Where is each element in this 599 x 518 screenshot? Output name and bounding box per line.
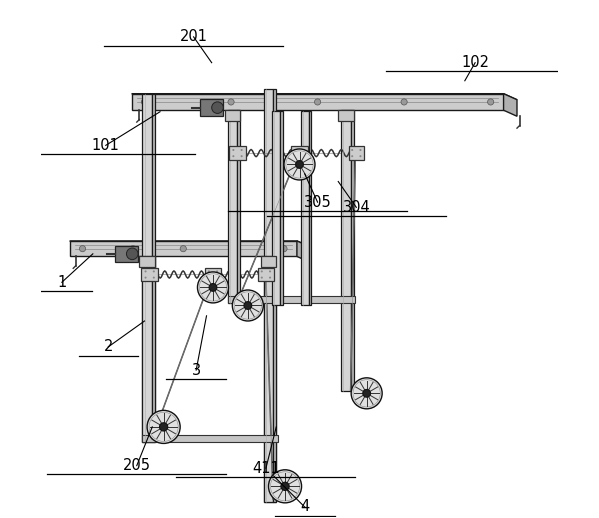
- Bar: [140, 256, 155, 267]
- Circle shape: [302, 149, 305, 151]
- Polygon shape: [132, 94, 504, 110]
- Bar: [291, 147, 308, 160]
- Bar: [205, 268, 221, 281]
- Circle shape: [216, 277, 218, 279]
- Circle shape: [488, 99, 494, 105]
- Bar: [152, 256, 155, 442]
- Text: 201: 201: [180, 30, 208, 45]
- Bar: [115, 246, 138, 262]
- Circle shape: [208, 270, 210, 272]
- Circle shape: [281, 246, 287, 252]
- Text: 3: 3: [192, 363, 201, 378]
- Circle shape: [147, 410, 180, 443]
- Circle shape: [126, 248, 138, 260]
- Circle shape: [296, 161, 303, 168]
- Circle shape: [359, 149, 361, 151]
- Circle shape: [130, 246, 136, 252]
- Circle shape: [268, 470, 301, 503]
- Circle shape: [244, 301, 252, 309]
- Circle shape: [363, 390, 371, 397]
- Polygon shape: [132, 94, 517, 100]
- Circle shape: [159, 423, 168, 431]
- Text: 4: 4: [300, 499, 309, 514]
- Circle shape: [302, 155, 305, 157]
- Bar: [301, 111, 308, 306]
- Bar: [237, 110, 240, 303]
- Circle shape: [180, 246, 186, 252]
- Bar: [261, 256, 276, 267]
- Bar: [264, 256, 273, 502]
- Circle shape: [228, 99, 234, 105]
- Text: 205: 205: [123, 458, 151, 473]
- Bar: [229, 147, 246, 160]
- Circle shape: [284, 149, 315, 180]
- Circle shape: [209, 283, 217, 291]
- Polygon shape: [297, 241, 308, 262]
- Circle shape: [261, 270, 263, 272]
- Circle shape: [281, 482, 289, 491]
- Circle shape: [231, 246, 237, 252]
- Circle shape: [351, 149, 353, 151]
- Circle shape: [359, 155, 361, 157]
- Circle shape: [232, 290, 264, 321]
- Text: 304: 304: [343, 200, 370, 215]
- Bar: [141, 268, 158, 281]
- Circle shape: [211, 102, 223, 113]
- Text: 2: 2: [104, 339, 113, 354]
- Circle shape: [351, 378, 382, 409]
- Circle shape: [269, 277, 271, 279]
- Circle shape: [294, 155, 297, 157]
- Text: 305: 305: [304, 195, 331, 210]
- Circle shape: [144, 270, 147, 272]
- Bar: [350, 110, 354, 391]
- Bar: [143, 435, 278, 442]
- Bar: [338, 110, 354, 121]
- Circle shape: [241, 155, 243, 157]
- Circle shape: [153, 277, 155, 279]
- Circle shape: [401, 99, 407, 105]
- Bar: [258, 268, 274, 281]
- Text: 101: 101: [92, 138, 120, 153]
- Bar: [280, 111, 283, 306]
- Bar: [341, 110, 350, 391]
- Circle shape: [216, 270, 218, 272]
- Polygon shape: [69, 241, 308, 246]
- Circle shape: [141, 99, 147, 105]
- Text: 102: 102: [461, 55, 489, 70]
- Bar: [143, 94, 152, 442]
- Bar: [200, 99, 223, 116]
- Circle shape: [269, 270, 271, 272]
- Circle shape: [232, 155, 234, 157]
- Text: 1: 1: [58, 275, 66, 290]
- Bar: [264, 89, 273, 502]
- Bar: [228, 110, 237, 303]
- Circle shape: [144, 277, 147, 279]
- Circle shape: [153, 270, 155, 272]
- Polygon shape: [504, 94, 517, 116]
- Circle shape: [208, 277, 210, 279]
- Bar: [143, 256, 152, 442]
- Bar: [273, 111, 280, 306]
- Bar: [152, 94, 155, 442]
- Circle shape: [314, 99, 320, 105]
- Text: 411: 411: [252, 461, 280, 476]
- Bar: [273, 256, 276, 502]
- Circle shape: [241, 149, 243, 151]
- Circle shape: [232, 149, 234, 151]
- Bar: [225, 110, 240, 121]
- Bar: [273, 89, 276, 502]
- Circle shape: [261, 277, 263, 279]
- Circle shape: [198, 272, 228, 303]
- Circle shape: [294, 149, 297, 151]
- Bar: [349, 147, 364, 160]
- Bar: [308, 111, 311, 306]
- Circle shape: [80, 246, 86, 252]
- Bar: [228, 296, 355, 303]
- Circle shape: [351, 155, 353, 157]
- Polygon shape: [69, 241, 297, 256]
